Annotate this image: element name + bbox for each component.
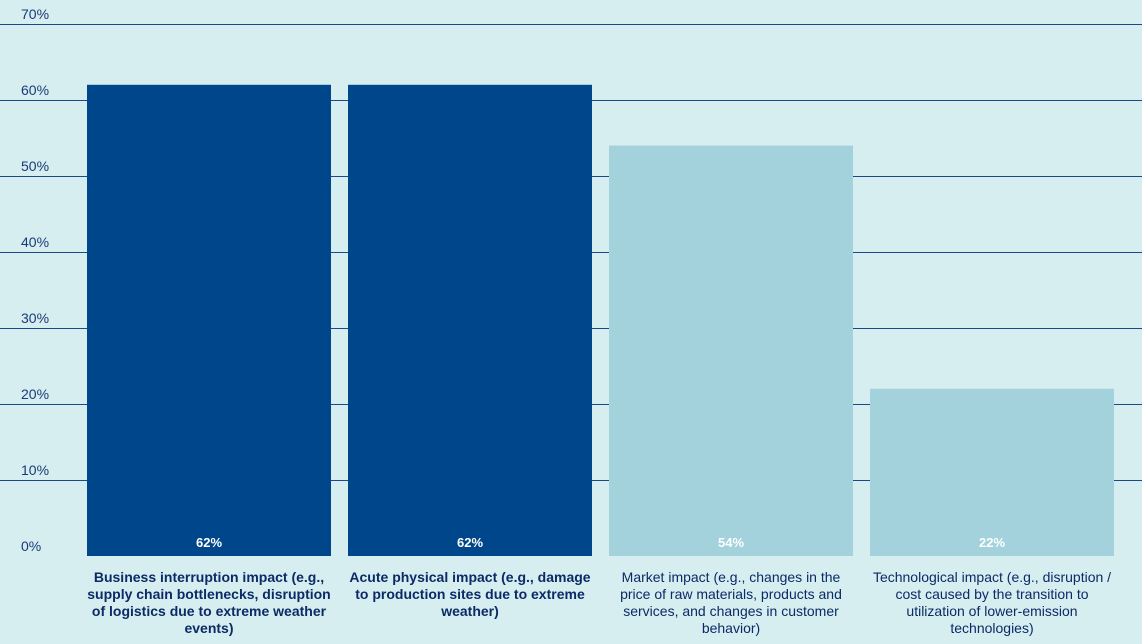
data-labels: 62% 62% 54% 22% (196, 535, 1005, 550)
data-label-2: 62% (457, 535, 483, 550)
category-label-2: Acute physical impact (e.g., damage to p… (349, 569, 591, 619)
y-tick-label: 10% (21, 462, 49, 478)
y-tick-label: 60% (21, 82, 49, 98)
y-tick-label: 0% (21, 538, 41, 554)
y-axis-ticks: 0% 10% 20% 30% 40% 50% 60% 70% (21, 6, 49, 554)
y-tick-label: 50% (21, 158, 49, 174)
category-label-4: Technological impact (e.g., disruption /… (872, 569, 1112, 636)
bar-4 (870, 388, 1114, 556)
bar-3 (609, 145, 853, 556)
data-label-4: 22% (979, 535, 1005, 550)
y-tick-label: 20% (21, 386, 49, 402)
category-label-3: Market impact (e.g., changes in the pric… (620, 569, 842, 636)
bars (87, 84, 1114, 557)
data-label-3: 54% (718, 535, 744, 550)
y-tick-label: 70% (21, 6, 49, 22)
y-tick-label: 40% (21, 234, 49, 250)
bar-1 (87, 84, 331, 557)
y-tick-label: 30% (21, 310, 49, 326)
bar-2 (348, 84, 592, 557)
category-label-1: Business interruption impact (e.g., supp… (87, 569, 331, 636)
data-label-1: 62% (196, 535, 222, 550)
